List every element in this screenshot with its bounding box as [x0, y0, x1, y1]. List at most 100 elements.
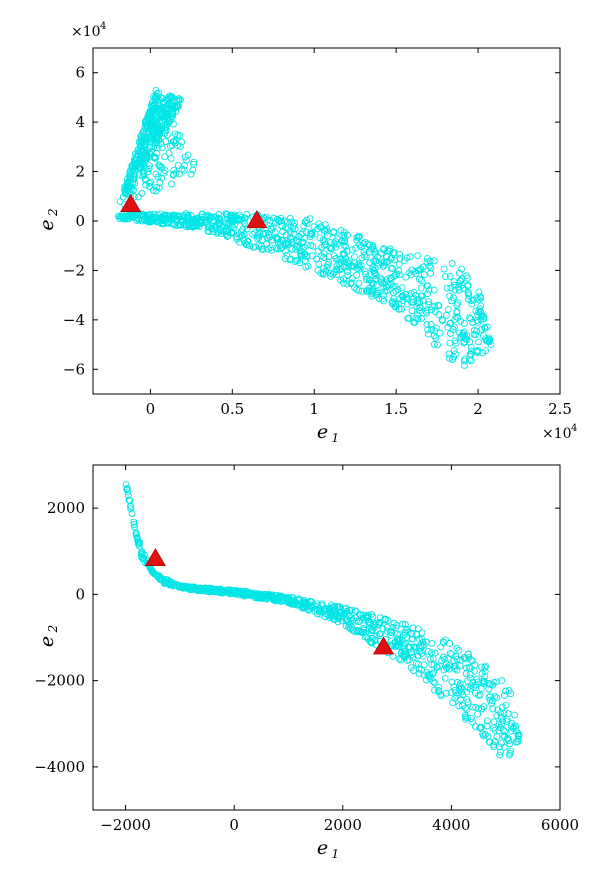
data-point — [323, 605, 331, 613]
data-point — [184, 151, 192, 159]
data-point — [144, 168, 152, 176]
data-point — [426, 670, 433, 678]
data-point — [244, 237, 252, 245]
data-point — [427, 269, 434, 277]
data-point — [160, 98, 167, 106]
data-point — [415, 670, 423, 678]
data-point — [402, 290, 410, 298]
plot-frame — [92, 464, 561, 811]
data-point — [441, 674, 449, 682]
data-point — [128, 510, 136, 517]
data-point — [267, 224, 275, 232]
data-point — [359, 614, 367, 622]
data-point — [450, 294, 457, 302]
data-point — [161, 153, 169, 161]
data-point — [497, 713, 505, 721]
y-tick-label: 6 — [75, 64, 85, 82]
data-point — [321, 613, 329, 621]
data-point — [458, 688, 465, 696]
data-point — [193, 220, 201, 228]
data-point — [471, 689, 479, 697]
x-tick-label: 2.5 — [548, 400, 572, 418]
data-point — [215, 589, 223, 596]
data-point — [153, 139, 161, 147]
data-point — [415, 648, 423, 656]
data-point — [376, 630, 384, 638]
data-point — [131, 163, 139, 171]
data-point — [452, 339, 460, 347]
data-point — [453, 644, 461, 652]
data-point — [495, 743, 503, 751]
data-point — [268, 236, 276, 244]
data-point — [403, 656, 411, 664]
data-point — [359, 240, 367, 248]
x-axis-label: e — [317, 421, 328, 443]
data-point — [463, 706, 471, 714]
data-point — [171, 130, 179, 138]
data-point — [330, 240, 338, 248]
data-point — [379, 295, 386, 303]
data-point — [426, 655, 434, 663]
data-point — [137, 550, 145, 557]
data-point — [386, 247, 394, 255]
data-point — [463, 272, 470, 280]
data-point — [444, 305, 452, 313]
data-point — [429, 655, 437, 663]
data-point — [503, 715, 511, 723]
data-point — [469, 678, 477, 686]
data-point — [463, 688, 471, 696]
data-point — [441, 655, 449, 663]
data-point — [149, 214, 157, 222]
data-point — [158, 118, 166, 126]
y-tick-label: −2000 — [34, 672, 85, 690]
data-point — [412, 291, 419, 299]
data-point — [127, 213, 135, 221]
data-point — [511, 711, 519, 719]
data-point — [139, 554, 147, 562]
data-point — [331, 268, 338, 276]
data-point — [498, 720, 506, 728]
data-point — [449, 699, 457, 707]
data-point — [447, 319, 455, 327]
data-point — [258, 245, 266, 253]
data-point — [211, 222, 219, 229]
data-point — [152, 187, 160, 195]
data-point — [135, 157, 143, 165]
data-point — [403, 254, 411, 262]
data-point — [233, 588, 241, 596]
data-point — [417, 284, 425, 292]
data-point — [343, 280, 351, 288]
data-point — [475, 338, 482, 346]
data-point — [490, 718, 498, 726]
data-point — [224, 231, 232, 239]
y-tick-label: −4000 — [34, 758, 85, 776]
data-point — [130, 175, 138, 183]
data-point — [436, 329, 444, 337]
data-point — [183, 583, 191, 591]
x-tick-label: 6000 — [541, 816, 579, 834]
data-point — [424, 326, 432, 334]
data-point — [362, 276, 370, 283]
data-point — [424, 255, 431, 263]
data-point — [156, 129, 164, 137]
data-point — [188, 584, 195, 592]
data-point — [353, 271, 361, 279]
data-point — [137, 146, 145, 154]
data-point — [315, 606, 323, 614]
data-point — [482, 662, 490, 670]
data-point — [374, 259, 381, 267]
data-point — [418, 277, 425, 284]
data-point — [306, 597, 314, 605]
data-point — [453, 666, 461, 674]
data-point — [327, 245, 335, 253]
data-point — [247, 590, 255, 598]
data-point — [297, 249, 305, 257]
data-point — [412, 659, 420, 667]
data-point — [309, 242, 317, 250]
data-point — [151, 153, 159, 161]
x-tick-label: −2000 — [100, 816, 151, 834]
data-point — [139, 172, 147, 180]
y-axis-label-group: e2 — [36, 625, 60, 647]
data-point — [499, 717, 507, 725]
data-point — [190, 158, 198, 166]
